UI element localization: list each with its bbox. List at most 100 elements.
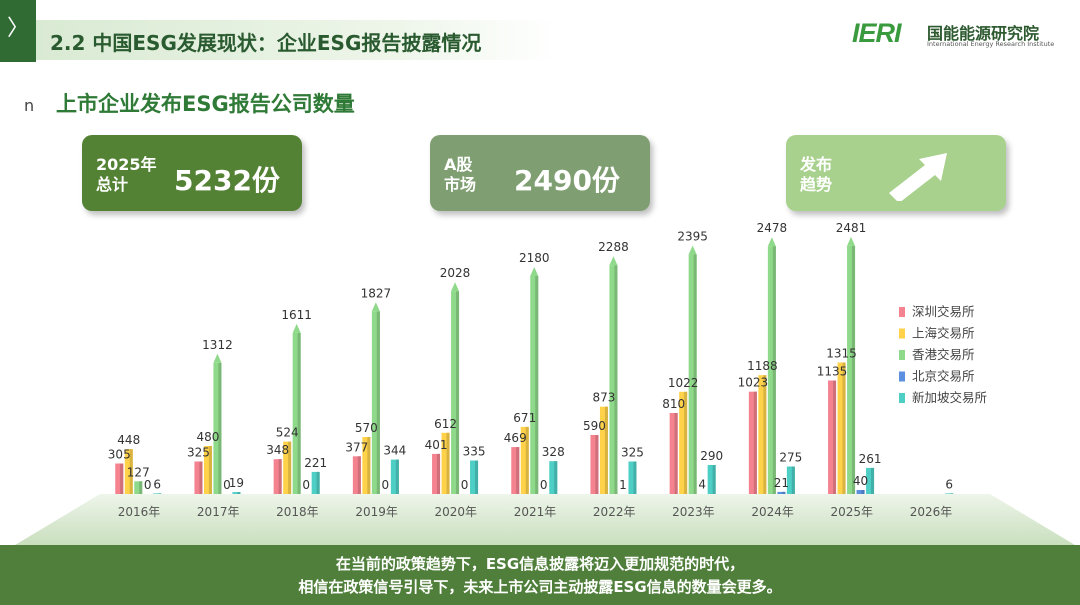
arrow-up-right-icon [889, 153, 947, 201]
bar-0-3 [352, 456, 361, 494]
data-label: 0 [144, 478, 152, 492]
data-label: 328 [542, 445, 565, 459]
legend-swatch [899, 350, 905, 360]
data-label: 19 [229, 476, 244, 490]
x-tick-label: 2020年 [435, 505, 478, 519]
data-label: 590 [583, 419, 606, 433]
bar-0-6 [590, 435, 599, 494]
bar-1-5 [520, 426, 529, 494]
footer-line-1: 在当前的政策趋势下，ESG信息披露将迈入更加规范的时代， [335, 555, 745, 573]
x-tick-label: 2022年 [593, 505, 636, 519]
legend-swatch [899, 371, 905, 382]
bar-0-2 [273, 459, 282, 494]
data-label: 2288 [598, 240, 629, 254]
bar-4-5 [549, 461, 558, 494]
logo-name-en: International Energy Research Institute [927, 40, 1055, 48]
x-tick-label: 2026年 [910, 505, 953, 519]
data-label: 6 [153, 477, 161, 491]
data-label: 6 [945, 477, 953, 491]
data-label: 448 [117, 433, 140, 447]
bar-4-1 [232, 492, 241, 494]
data-label: 1827 [361, 286, 392, 300]
data-label: 2028 [440, 266, 471, 280]
bar-2-9 [847, 236, 856, 494]
title-band [36, 20, 556, 60]
data-label: 275 [779, 451, 802, 465]
x-tick-label: 2017年 [197, 505, 240, 519]
bar-0-4 [432, 453, 441, 494]
data-label: 335 [463, 445, 486, 459]
data-label: 2395 [677, 230, 708, 244]
bar-2-2 [292, 323, 301, 494]
data-label: 21 [774, 476, 789, 490]
data-label: 1135 [817, 365, 848, 379]
bar-4-6 [628, 461, 637, 494]
bar-4-7 [707, 465, 716, 494]
data-label: 0 [540, 478, 548, 492]
total-card-label: 2025年 总计 [96, 155, 157, 194]
bar-1-0 [124, 449, 133, 494]
bar-4-3 [390, 459, 399, 494]
bar-4-4 [470, 460, 479, 494]
data-label: 570 [355, 421, 378, 435]
data-label: 401 [425, 438, 448, 452]
header: 〉 2.2 中国ESG发展现状：企业ESG报告披露情况 IERI 国能能源研究院… [0, 0, 1080, 68]
legend-item: 上海交易所 [912, 326, 975, 341]
bar-0-8 [748, 391, 757, 494]
data-label: 4 [698, 478, 706, 492]
data-label: 348 [266, 443, 289, 457]
bar-2-6 [609, 256, 618, 494]
x-tick-label: 2016年 [118, 505, 161, 519]
data-label: 2478 [757, 221, 788, 235]
footer-line-2: 相信在政策信号引导下，未来上市公司主动披露ESG信息的数量会更多。 [298, 578, 782, 596]
bar-2-7 [688, 245, 697, 494]
bar-4-9 [866, 467, 875, 494]
data-label: 0 [302, 478, 310, 492]
data-label: 0 [223, 478, 231, 492]
bar-1-3 [362, 437, 371, 494]
total-card-value: 5232份 [174, 164, 280, 197]
bar-1-9 [837, 362, 846, 494]
bar-4-0 [153, 493, 162, 494]
bar-1-2 [283, 441, 292, 494]
logo-name-cn: 国能能源研究院 [927, 24, 1040, 43]
data-label: 221 [304, 456, 327, 470]
bar-2-4 [451, 282, 460, 494]
footer-banner: 在当前的政策趋势下，ESG信息披露将迈入更加规范的时代， 相信在政策信号引导下，… [0, 545, 1080, 605]
bar-2-0 [134, 481, 143, 494]
data-label: 2180 [519, 251, 550, 265]
section-subtitle: 上市企业发布ESG报告公司数量 [56, 92, 355, 116]
chevron-right-icon[interactable]: 〉 [6, 16, 29, 41]
nav-chevron-box[interactable]: 〉 [0, 0, 36, 62]
data-label: 40 [853, 474, 868, 488]
data-label: 810 [662, 397, 685, 411]
bar-0-0 [115, 463, 124, 494]
legend-swatch [899, 328, 905, 339]
data-label: 1022 [668, 376, 699, 390]
bar-2-8 [767, 237, 776, 494]
legend-item: 香港交易所 [912, 347, 975, 362]
legend-item: 深圳交易所 [912, 304, 975, 319]
bar-1-1 [203, 446, 212, 494]
data-label: 344 [383, 444, 406, 458]
x-tick-label: 2024年 [751, 505, 794, 519]
bar-0-1 [194, 461, 203, 494]
total-card: 2025年 总计 5232份 [82, 135, 302, 211]
x-tick-label: 2018年 [276, 505, 319, 519]
data-label: 1188 [747, 359, 778, 373]
bar-3-8 [777, 491, 786, 494]
data-label: 377 [345, 440, 368, 454]
x-tick-label: 2021年 [514, 505, 557, 519]
a-share-card-value: 2490份 [514, 164, 620, 197]
bar-1-6 [599, 406, 608, 494]
bar-0-7 [669, 413, 678, 494]
bar-1-7 [679, 391, 688, 494]
a-share-card-label: A股 市场 [444, 155, 477, 194]
bar-1-4 [441, 432, 450, 494]
x-tick-label: 2019年 [355, 505, 398, 519]
data-label: 480 [196, 430, 219, 444]
data-label: 290 [700, 449, 723, 463]
data-label: 1611 [281, 308, 312, 322]
data-label: 1023 [738, 376, 769, 390]
